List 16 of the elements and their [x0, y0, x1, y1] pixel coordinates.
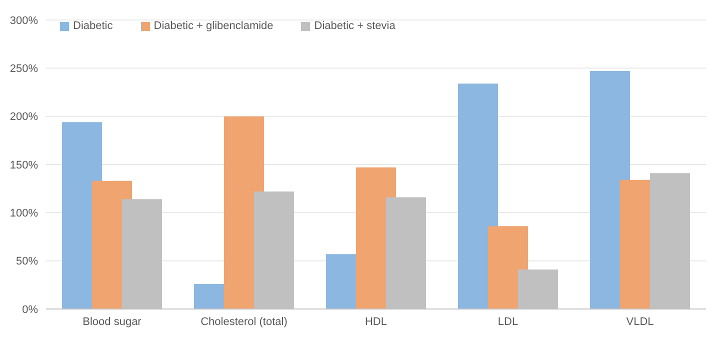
- y-tick-label: 100%: [10, 208, 38, 220]
- y-tick-label: 0%: [22, 304, 38, 316]
- x-tick-label: Blood sugar: [82, 316, 142, 328]
- y-tick-label: 300%: [10, 14, 38, 27]
- bar: [458, 84, 498, 309]
- x-tick-label: VLDL: [626, 316, 654, 328]
- y-tick-label: 50%: [16, 256, 38, 268]
- x-tick-label: LDL: [498, 316, 518, 328]
- x-tick-label: HDL: [364, 316, 388, 328]
- legend-label: Diabetic + stevia: [314, 20, 396, 32]
- legend-label: Diabetic: [73, 20, 113, 32]
- y-tick-label: 200%: [10, 111, 38, 124]
- y-tick-label: 150%: [10, 159, 38, 172]
- x-tick-label: Cholesterol (total): [200, 316, 288, 328]
- legend-label: Diabetic + glibenclamide: [154, 20, 274, 32]
- y-tick-label: 250%: [10, 63, 38, 76]
